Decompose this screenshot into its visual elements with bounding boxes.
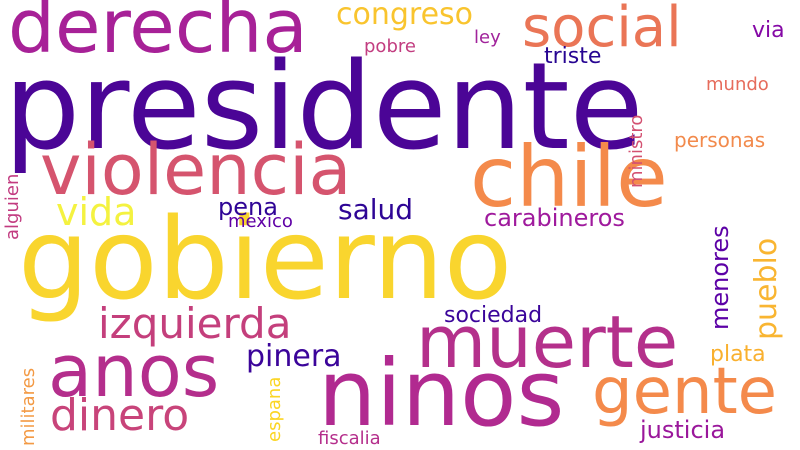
- word-mexico: mexico: [228, 211, 293, 232]
- word-ninos: ninos: [318, 340, 565, 447]
- word-plata: plata: [710, 342, 766, 367]
- word-dinero: dinero: [50, 390, 190, 441]
- word-pobre: pobre: [364, 36, 416, 57]
- word-ley: ley: [474, 27, 501, 48]
- word-pena: pena: [218, 193, 278, 221]
- word-pueblo: pueblo: [749, 237, 784, 340]
- word-presidente: presidente: [4, 38, 644, 177]
- word-fiscalia: fiscalia: [318, 428, 381, 449]
- word-derecha: derecha: [8, 0, 308, 70]
- word-menores: menores: [706, 225, 734, 330]
- word-muerte: muerte: [416, 300, 679, 384]
- word-carabineros: carabineros: [484, 204, 625, 232]
- word-congreso: congreso: [336, 0, 474, 32]
- word-izquierda: izquierda: [98, 299, 292, 348]
- word-social: social: [522, 0, 682, 60]
- word-personas: personas: [674, 128, 766, 152]
- word-vida: vida: [56, 190, 137, 234]
- word-justicia: justicia: [640, 416, 726, 444]
- word-alguien: alguien: [2, 173, 23, 240]
- word-anos: anos: [48, 329, 220, 413]
- word-mundo: mundo: [706, 74, 769, 95]
- word-triste: triste: [544, 44, 602, 69]
- word-gente: gente: [592, 355, 778, 429]
- word-sociedad: sociedad: [444, 303, 543, 328]
- word-pinera: pinera: [246, 339, 342, 374]
- word-ministro: ministro: [626, 114, 647, 188]
- word-violencia: violencia: [40, 129, 352, 211]
- word-gobierno: gobierno: [18, 195, 513, 325]
- word-militares: militares: [18, 367, 39, 446]
- word-espana: espana: [264, 376, 285, 442]
- word-via: via: [752, 18, 785, 43]
- word-chile: chile: [470, 128, 668, 226]
- word-salud: salud: [338, 193, 414, 226]
